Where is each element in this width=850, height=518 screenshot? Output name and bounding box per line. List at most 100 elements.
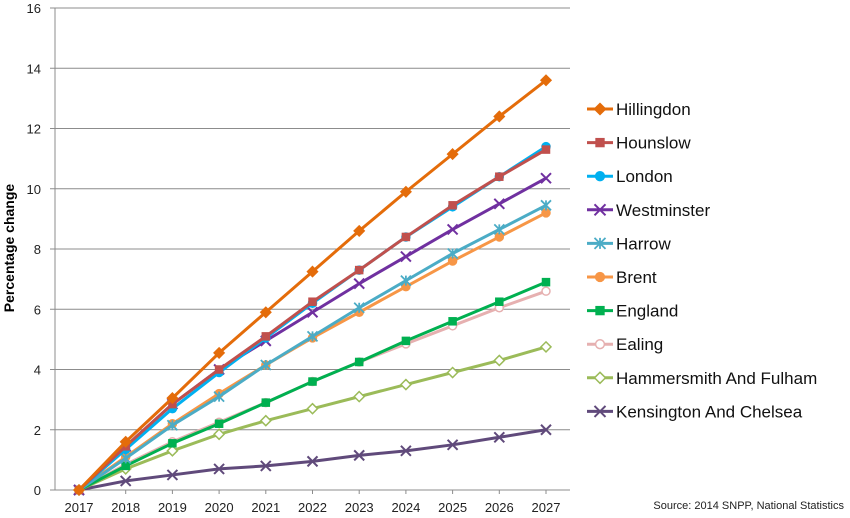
data-point <box>401 336 411 346</box>
data-point <box>168 439 177 448</box>
legend-label: Harrow <box>616 234 672 253</box>
data-point <box>260 460 272 472</box>
data-point <box>493 354 506 367</box>
data-point <box>493 198 506 210</box>
x-tick-label: 2026 <box>485 500 514 515</box>
data-point <box>495 297 504 306</box>
legend-marker <box>595 137 605 148</box>
data-point <box>166 419 179 431</box>
legend-label: Ealing <box>616 335 663 354</box>
data-point <box>166 444 179 457</box>
data-point <box>541 286 551 296</box>
data-point <box>72 483 86 497</box>
legend-marker <box>593 371 607 385</box>
data-point <box>306 455 319 468</box>
legend-item-kensington-and-chelsea: Kensington And Chelsea <box>587 402 803 421</box>
legend-label: Kensington And Chelsea <box>616 402 803 421</box>
legend-item-harrow: Harrow <box>587 234 672 253</box>
series-hammersmith-and-fulham <box>72 340 553 497</box>
legend-marker <box>594 271 606 283</box>
source-note: Source: 2014 SNPP, National Statistics <box>653 500 844 512</box>
series-england <box>74 277 551 495</box>
data-point <box>353 302 365 314</box>
legend-item-ealing: Ealing <box>587 335 663 354</box>
data-point <box>400 274 412 287</box>
legend-label: Hammersmith And Fulham <box>616 369 817 388</box>
legend-label: Hounslow <box>616 134 691 153</box>
data-point <box>213 463 225 475</box>
x-tick-label: 2025 <box>438 500 467 515</box>
y-tick-label: 16 <box>27 1 41 16</box>
x-tick-label: 2019 <box>158 500 187 515</box>
series-hillingdon <box>72 74 553 497</box>
data-point <box>306 402 319 415</box>
y-tick-label: 14 <box>27 61 41 76</box>
data-point <box>120 452 132 465</box>
y-axis-title: Percentage change <box>1 184 17 313</box>
data-point <box>495 172 504 181</box>
x-tick-label: 2021 <box>251 500 280 515</box>
data-point <box>166 469 179 481</box>
axes: 0 2 4 6 8 10 12 14 16 2017 2018 2019 2020 2021 2022 202… <box>27 1 570 515</box>
series-harrow <box>73 199 552 496</box>
x-tick-label: 2018 <box>111 500 140 515</box>
data-point <box>121 461 130 471</box>
legend-marker <box>593 102 607 116</box>
data-point <box>259 306 272 319</box>
data-point <box>446 247 459 260</box>
data-point <box>308 377 317 386</box>
gridlines <box>55 7 570 491</box>
y-tick-label: 8 <box>34 242 41 257</box>
data-point <box>213 428 226 441</box>
legend-label: London <box>616 167 673 186</box>
legend-marker <box>593 405 607 418</box>
data-point <box>354 357 364 367</box>
data-point <box>540 199 552 211</box>
data-point <box>214 365 224 374</box>
data-point <box>539 340 553 353</box>
data-point <box>400 445 412 457</box>
legend-label: Westminster <box>616 201 710 220</box>
data-point <box>493 431 506 443</box>
x-tick-label: 2017 <box>65 500 94 515</box>
legend-item-brent: Brent <box>587 268 657 287</box>
series-brent <box>74 208 551 495</box>
series-lines <box>72 74 553 497</box>
legend-item-westminster: Westminster <box>587 201 710 220</box>
x-tick-label: 2020 <box>205 500 234 515</box>
data-point <box>540 172 552 184</box>
x-tick-label: 2022 <box>298 500 327 515</box>
legend-item-england: England <box>587 302 678 321</box>
data-point <box>214 419 224 428</box>
data-point <box>399 378 412 391</box>
legend-marker <box>594 339 606 350</box>
data-point <box>446 439 459 451</box>
data-point <box>213 390 225 403</box>
data-point <box>353 277 365 290</box>
data-point <box>446 148 459 161</box>
data-point <box>306 306 319 318</box>
legend-marker <box>593 203 607 217</box>
data-point <box>353 224 366 237</box>
data-point <box>119 475 132 487</box>
legend-label: Hillingdon <box>616 100 691 119</box>
data-point <box>446 223 459 236</box>
y-tick-label: 2 <box>34 423 41 438</box>
y-tick-label: 6 <box>34 302 41 317</box>
data-point <box>353 390 366 403</box>
legend-item-london: London <box>587 167 673 186</box>
data-point <box>448 317 457 326</box>
data-point <box>306 330 319 342</box>
data-point <box>493 110 506 123</box>
legend: Hillingdon Hounslow London Westminster Harro… <box>587 100 817 421</box>
x-tick-label: 2023 <box>345 500 374 515</box>
legend-label: Brent <box>616 268 657 287</box>
data-point <box>166 392 179 405</box>
data-point <box>493 223 505 236</box>
x-tick-label: 2027 <box>532 500 561 515</box>
y-tick-label: 4 <box>34 363 41 378</box>
legend-label: England <box>616 302 678 321</box>
legend-marker <box>595 305 605 316</box>
data-point <box>353 449 365 462</box>
legend-item-hounslow: Hounslow <box>587 134 691 153</box>
